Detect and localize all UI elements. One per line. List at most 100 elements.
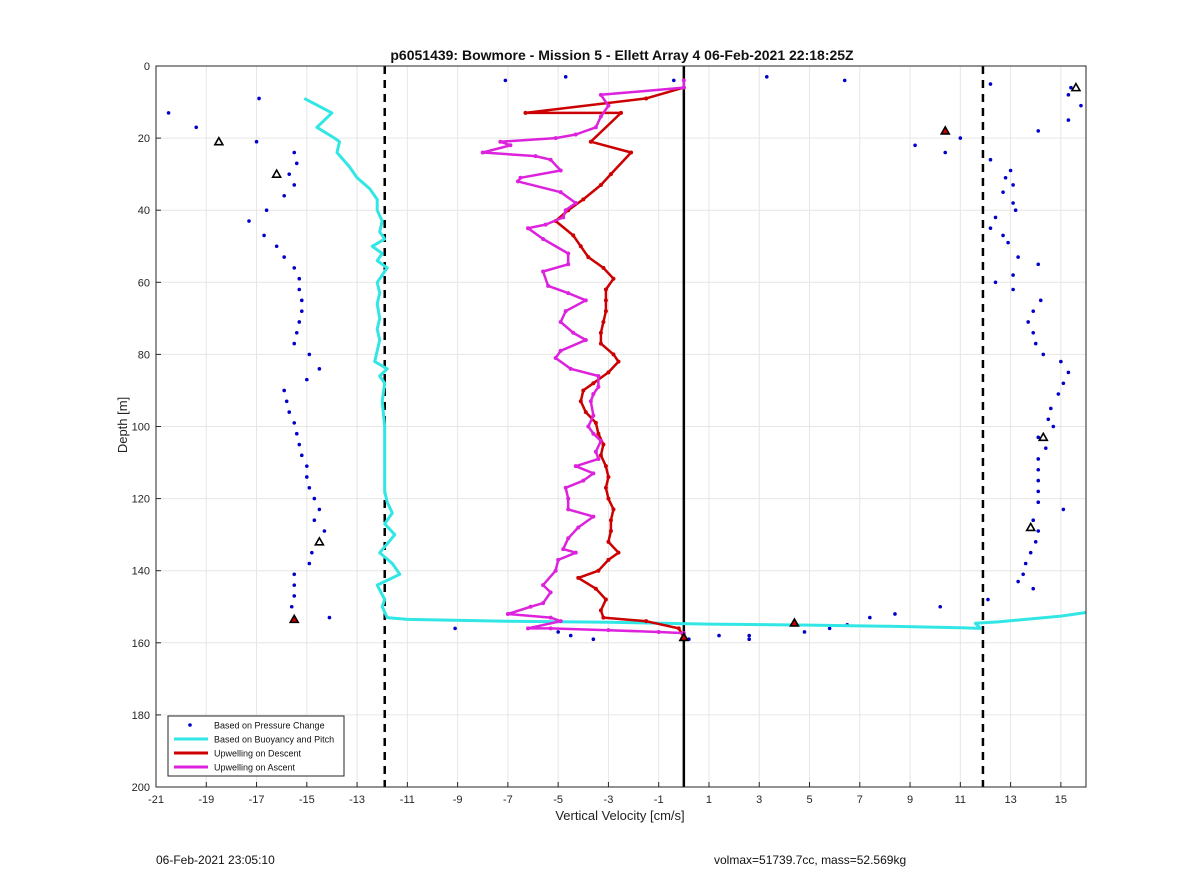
series-point-3	[598, 92, 603, 97]
legend-label: Based on Buoyancy and Pitch	[214, 735, 334, 745]
pressure-dot	[322, 529, 327, 533]
y-tick-label: 0	[144, 61, 150, 73]
series-point-3	[571, 330, 576, 335]
pressure-dot	[1006, 240, 1010, 245]
series-point-3	[498, 139, 503, 144]
series-point-3	[541, 237, 546, 242]
series-line-2	[524, 86, 685, 639]
pressure-dot	[262, 233, 266, 238]
pressure-dot	[1033, 341, 1038, 346]
series-point-2	[608, 172, 613, 177]
series-point-2	[586, 255, 591, 260]
x-tick-label: 15	[1055, 794, 1067, 806]
pressure-dot	[988, 226, 993, 231]
pressure-dot	[297, 276, 302, 281]
filled-triangle-marker	[939, 125, 951, 135]
series-point-3	[568, 366, 573, 371]
pressure-dot	[1036, 129, 1041, 133]
series-point-2	[606, 496, 611, 501]
open-triangle-marker	[313, 536, 325, 546]
series-point-2	[598, 453, 603, 458]
series-point-3	[596, 384, 601, 389]
pressure-dot	[988, 82, 993, 86]
series-point-3	[548, 157, 553, 162]
pressure-dot	[986, 597, 990, 602]
pressure-dot	[292, 183, 297, 187]
y-tick-label: 80	[138, 349, 150, 361]
series-point-2	[606, 370, 611, 375]
pressure-dot	[292, 583, 297, 587]
series-point-2	[603, 464, 608, 469]
series-point-3	[561, 547, 566, 552]
series-point-2	[606, 557, 611, 562]
series-point-3	[558, 190, 563, 195]
legend-swatch	[188, 723, 192, 727]
series-point-3	[528, 604, 533, 609]
open-triangle-marker	[1070, 82, 1082, 92]
pressure-dot	[247, 219, 251, 223]
series-point-3	[566, 496, 571, 501]
pressure-dot	[292, 421, 297, 425]
pressure-dot	[938, 604, 943, 609]
pressure-dot	[282, 388, 286, 393]
x-tick-label: 1	[706, 794, 712, 806]
pressure-dot	[1066, 370, 1071, 375]
pressure-dot	[591, 637, 596, 641]
pressure-dot	[503, 78, 508, 83]
pressure-dot	[1031, 586, 1036, 591]
series-point-2	[611, 507, 616, 512]
legend-label: Based on Pressure Change	[214, 721, 325, 731]
series-point-2	[588, 139, 593, 144]
series-point-3	[543, 222, 548, 227]
series-point-3	[583, 298, 588, 303]
series-point-3	[596, 456, 601, 461]
pressure-dot	[1056, 392, 1061, 396]
y-tick-label: 160	[132, 638, 150, 650]
pressure-dot	[310, 550, 314, 555]
series-point-3	[533, 154, 538, 159]
series-point-3	[596, 374, 601, 379]
y-tick-label: 120	[132, 494, 150, 506]
series-point-2	[644, 96, 649, 101]
filled-triangle-marker	[789, 617, 800, 627]
pressure-dot	[1013, 208, 1018, 212]
series-point-2	[608, 529, 613, 534]
series-point-3	[606, 628, 611, 633]
series-line-3	[481, 80, 686, 635]
x-axis-label: Vertical Velocity [cm/s]	[555, 808, 684, 823]
pressure-dot	[1001, 233, 1005, 238]
series-point-2	[611, 276, 616, 281]
footer-summary: volmax=51739.7cc, mass=52.569kg	[714, 853, 907, 867]
pressure-dot	[297, 287, 302, 292]
series-point-3	[573, 550, 578, 555]
pressure-dot	[1079, 103, 1083, 108]
pressure-dot	[1036, 435, 1041, 440]
pressure-dot	[294, 330, 299, 335]
pressure-dot	[993, 215, 998, 220]
x-tick-label: 5	[806, 794, 812, 806]
pressure-dot	[993, 280, 998, 285]
pressure-dot	[1036, 529, 1041, 533]
pressure-dot	[717, 633, 721, 638]
open-triangle-marker	[213, 136, 225, 146]
pressure-dot	[1011, 287, 1015, 292]
series-point-3	[606, 103, 611, 108]
series-point-3	[566, 251, 571, 256]
series-point-3	[566, 262, 571, 267]
series-point-2	[598, 182, 603, 187]
series-point-3	[558, 168, 563, 173]
pressure-dot	[297, 442, 302, 447]
legend: Based on Pressure Change Based on Buoyanc…	[167, 715, 345, 777]
pressure-dot	[305, 475, 309, 479]
series-point-2	[598, 608, 603, 613]
series-point-2	[598, 330, 603, 335]
pressure-dot	[1026, 320, 1030, 324]
pressure-dot	[842, 78, 847, 83]
pressure-dot	[292, 594, 297, 598]
series-point-2	[591, 381, 596, 386]
pressure-dot	[292, 266, 297, 270]
pressure-dot	[292, 150, 297, 155]
x-tick-label: -19	[198, 794, 214, 806]
pressure-dot	[1021, 572, 1025, 577]
series-point-2	[571, 233, 576, 238]
